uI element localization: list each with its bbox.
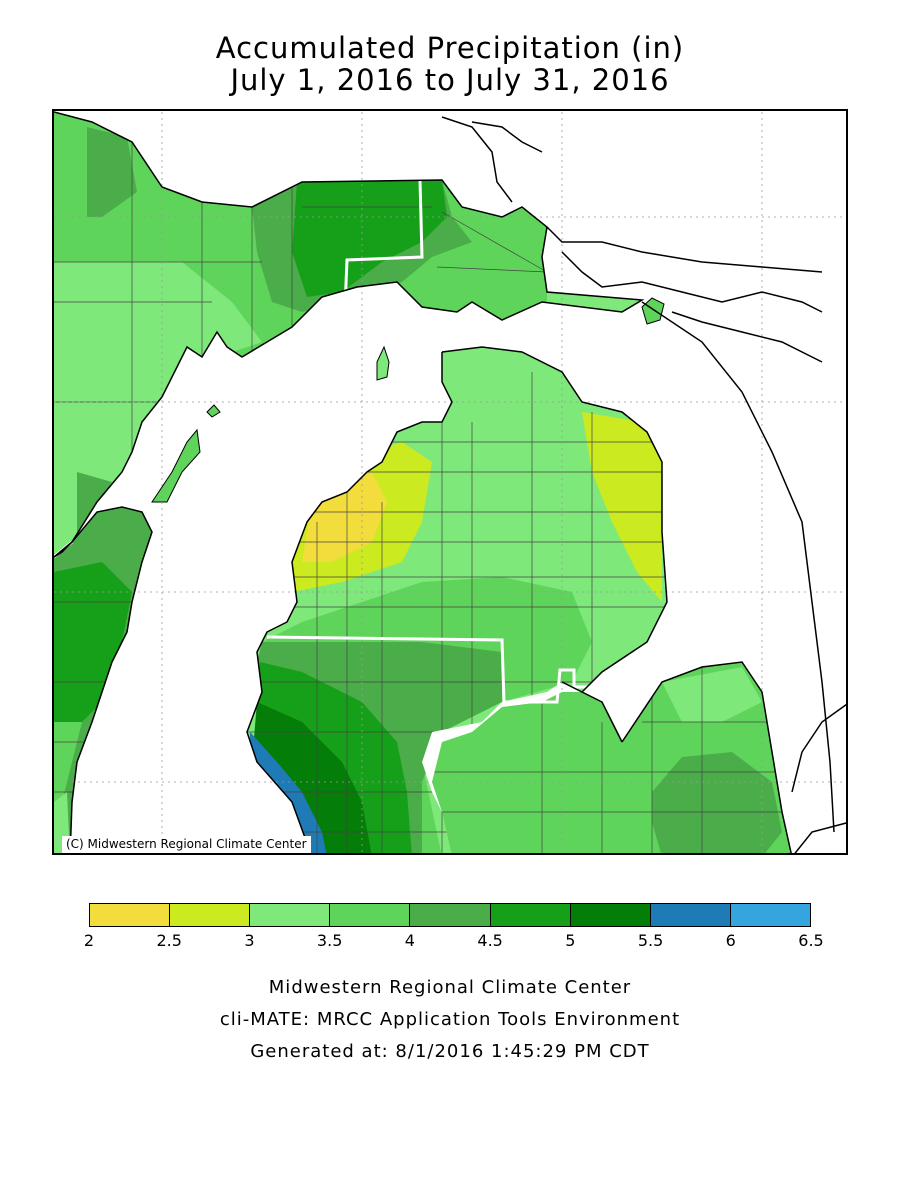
footer-line-2: cli-MATE: MRCC Application Tools Environ… — [219, 1009, 681, 1030]
precipitation-legend-bar — [89, 903, 811, 927]
legend-swatch-4.5-5 — [490, 904, 571, 926]
legend-tick-label: 4.5 — [477, 931, 503, 950]
michigan-map-svg — [54, 111, 846, 853]
legend-swatch-5.5-6 — [650, 904, 731, 926]
legend-swatch-4-4.5 — [410, 904, 491, 926]
legend-swatch-3-3.5 — [250, 904, 331, 926]
legend-swatch-2-2.5 — [90, 904, 171, 926]
legend-tick-label: 2.5 — [156, 931, 182, 950]
map-title-line-1: Accumulated Precipitation (in) — [215, 31, 685, 65]
legend-tick-label: 2 — [83, 931, 95, 950]
legend-tick-label: 6.5 — [798, 931, 824, 950]
legend-swatch-5-5.5 — [570, 904, 651, 926]
legend-tick-label: 5 — [565, 931, 576, 950]
footer-line-3: Generated at: 8/1/2016 1:45:29 PM CDT — [250, 1041, 650, 1062]
lat-long-grid — [54, 112, 846, 853]
legend-tick-label: 5.5 — [637, 931, 664, 950]
legend-tick-label: 4 — [404, 931, 415, 950]
coastlines — [54, 111, 846, 853]
small-island — [206, 404, 221, 418]
legend-tick-labels: 2 2.5 3 3.5 4 4.5 5 5.5 6 6.5 — [84, 931, 824, 955]
precipitation-map: (C) Midwestern Regional Climate Center — [52, 109, 848, 855]
legend-tick-label: 3 — [244, 931, 255, 950]
map-title-line-2: July 1, 2016 to July 31, 2016 — [230, 63, 670, 97]
legend-swatch-2.5-3 — [170, 904, 251, 926]
map-copyright-label: (C) Midwestern Regional Climate Center — [62, 836, 311, 853]
legend-tick-label: 6 — [725, 931, 736, 950]
legend-tick-label: 3.5 — [316, 931, 343, 950]
drummond-island — [641, 297, 665, 325]
isle-royale-island — [376, 345, 390, 381]
garden-peninsula-island — [151, 428, 201, 503]
legend-swatch-6-6.5 — [730, 904, 810, 926]
footer-line-1: Midwestern Regional Climate Center — [268, 977, 632, 998]
legend-swatch-3.5-4 — [330, 904, 411, 926]
